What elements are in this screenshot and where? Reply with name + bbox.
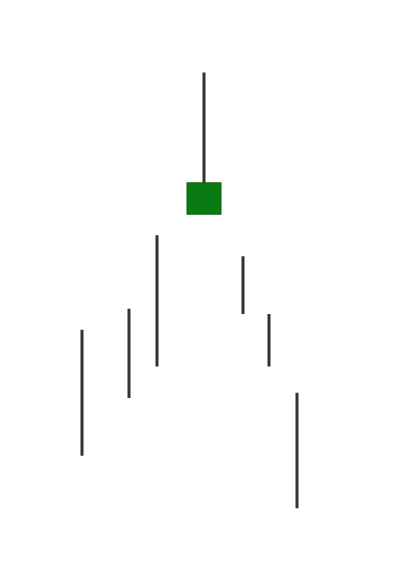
candle-4 bbox=[186, 72, 222, 215]
candles-layer bbox=[80, 72, 299, 509]
candle-4-body bbox=[186, 182, 222, 215]
